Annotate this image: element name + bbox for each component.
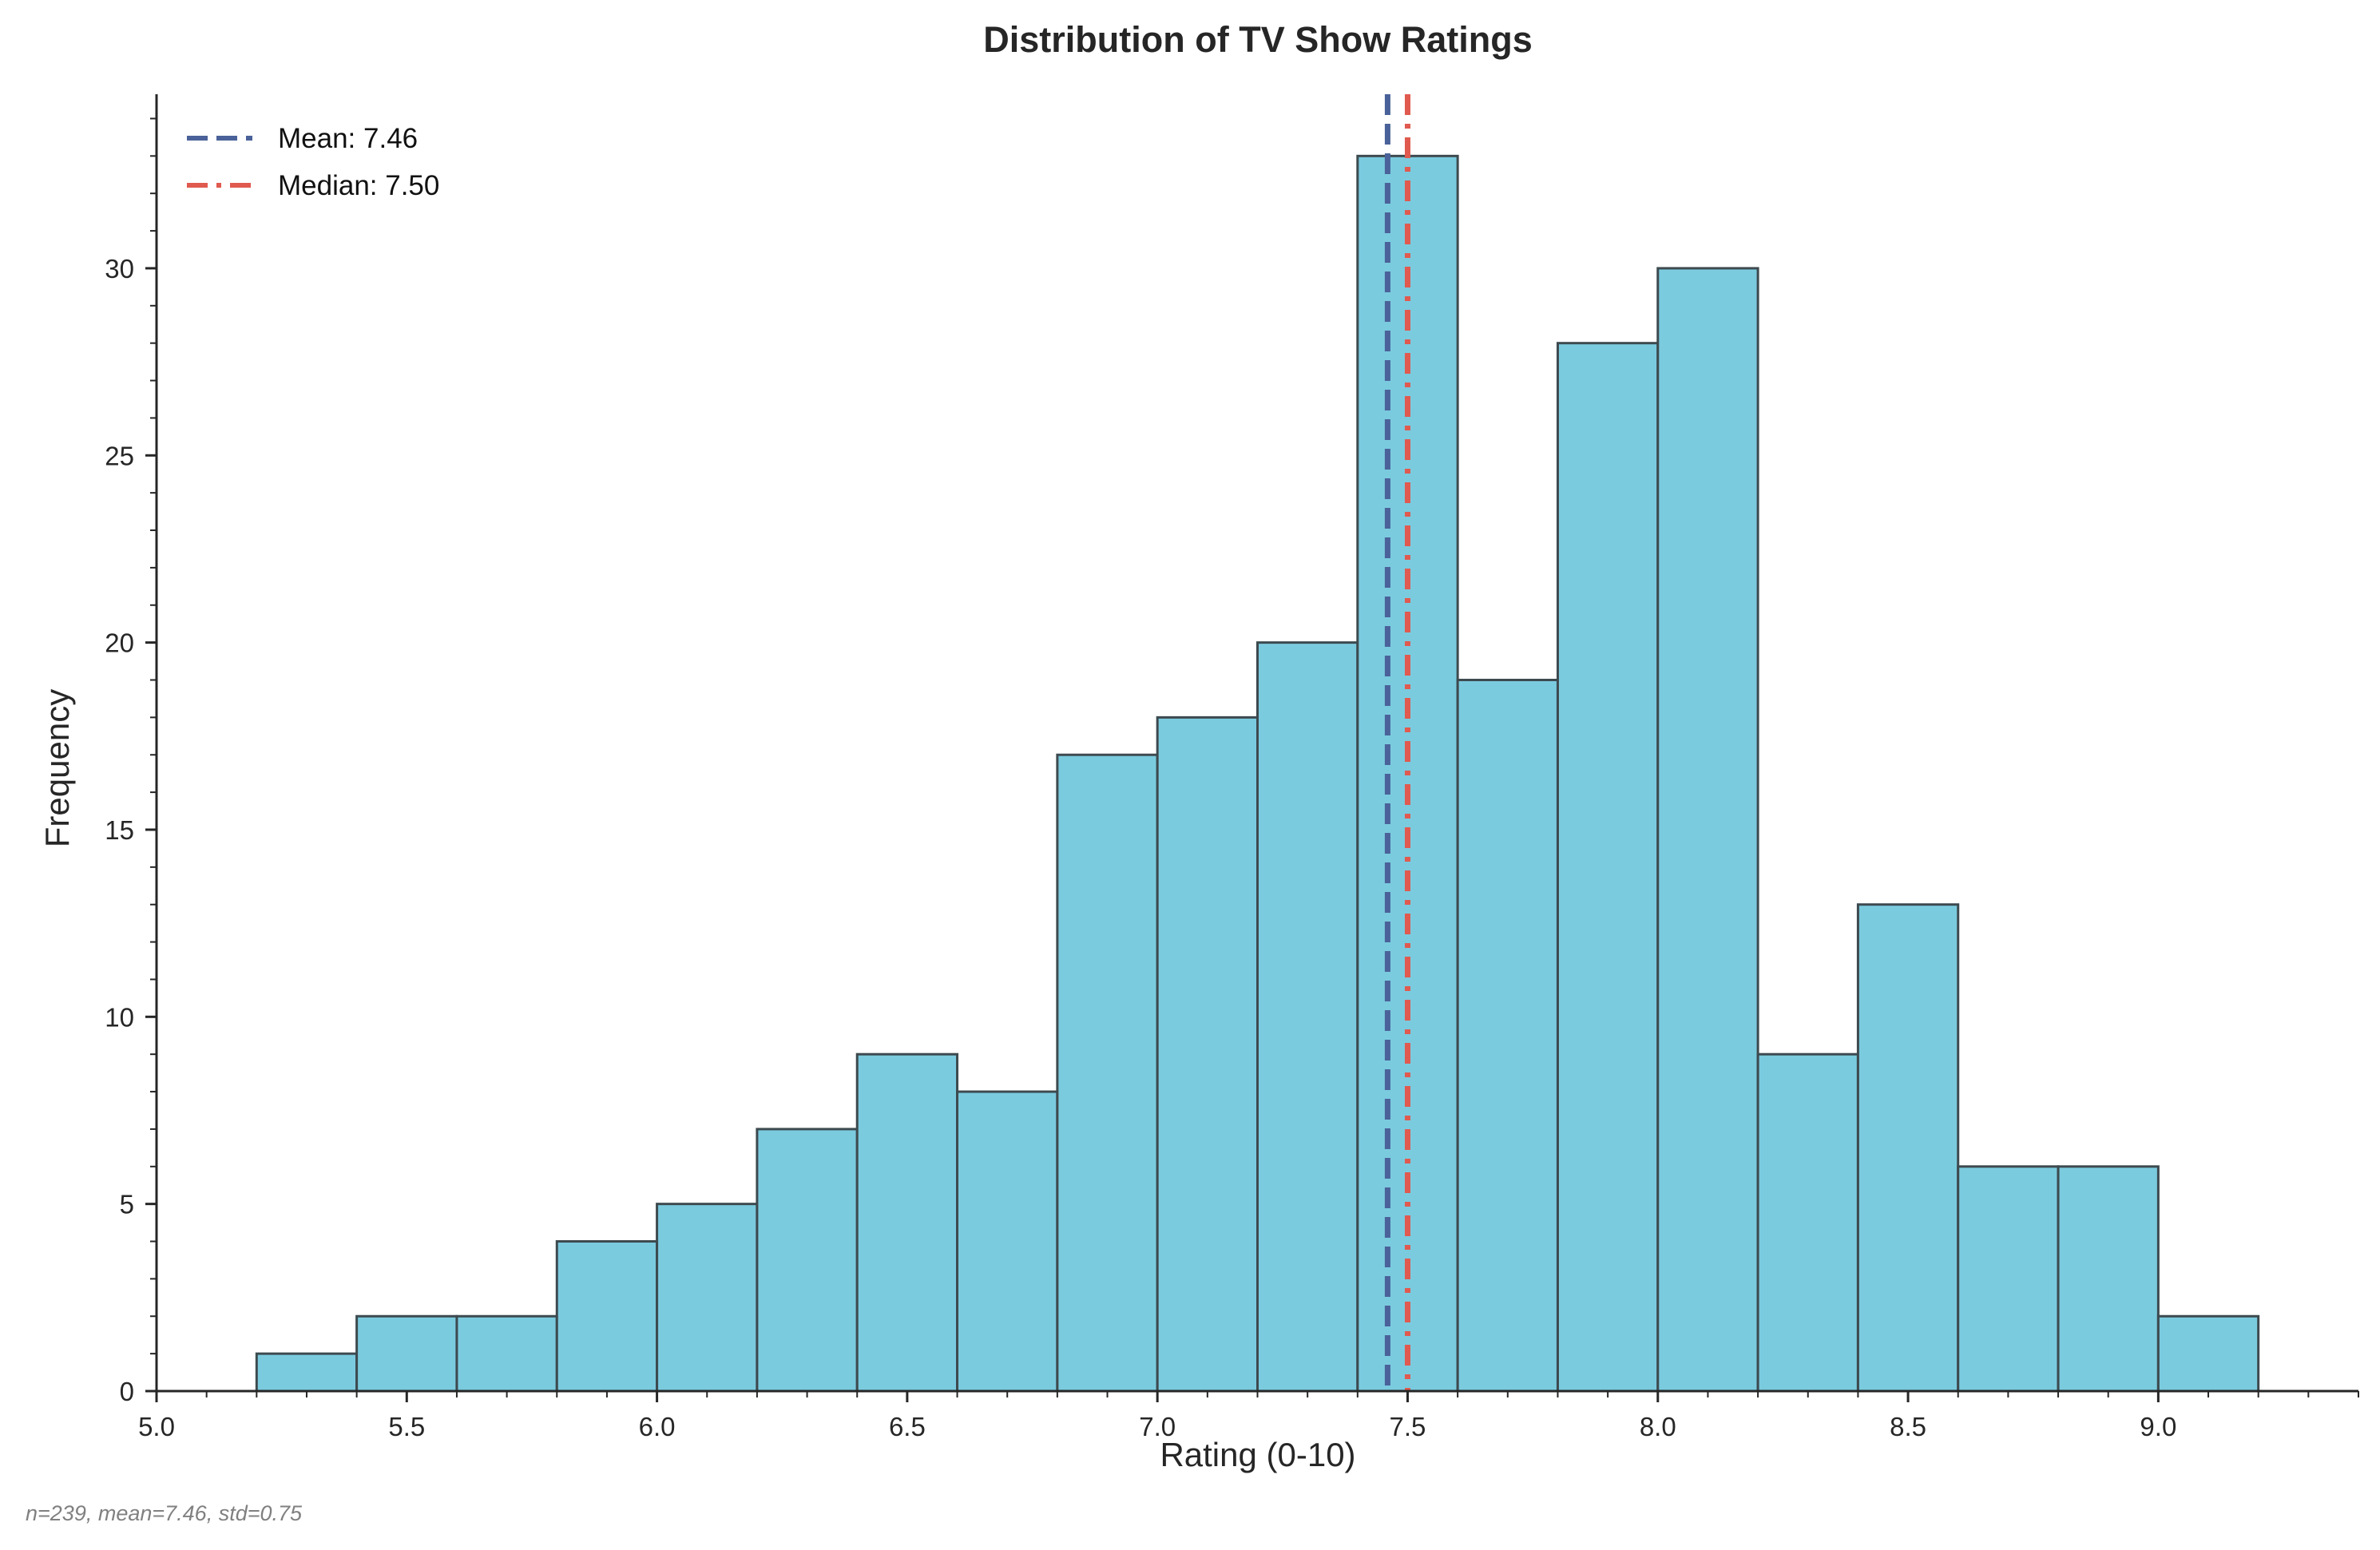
chart-title: Distribution of TV Show Ratings (983, 19, 1532, 60)
legend-label-median: Median: 7.50 (278, 170, 439, 201)
x-tick-label: 7.5 (1390, 1412, 1426, 1441)
x-tick-label: 5.0 (138, 1412, 175, 1441)
histogram-bar (855, 1052, 959, 1393)
bars-group (255, 154, 2260, 1393)
x-tick-label: 8.0 (1640, 1412, 1676, 1441)
histogram-bar (1056, 753, 1159, 1393)
histogram-bar (1957, 1165, 2060, 1393)
histogram-bar (1556, 342, 1660, 1393)
histogram-bar (555, 1240, 659, 1393)
histogram-bar (1456, 678, 1559, 1393)
x-tick-label: 9.0 (2140, 1412, 2176, 1441)
histogram-bar (2057, 1165, 2160, 1393)
x-tick-label: 6.0 (639, 1412, 676, 1441)
y-tick-label: 30 (105, 254, 134, 283)
x-tick-label: 7.0 (1139, 1412, 1176, 1441)
histogram-bar (956, 1090, 1059, 1393)
histogram-bar (255, 1352, 359, 1393)
histogram-bar (1256, 641, 1359, 1393)
y-tick-label: 20 (105, 628, 134, 658)
y-tick-label: 5 (120, 1190, 134, 1219)
histogram-bar (1156, 716, 1259, 1393)
histogram-bar (455, 1314, 558, 1393)
y-tick-label: 0 (120, 1377, 134, 1406)
legend: Mean: 7.46 Median: 7.50 (187, 123, 439, 201)
y-tick-label: 10 (105, 1002, 134, 1032)
y-axis-title: Frequency (38, 689, 76, 847)
reference-lines-group (1384, 94, 1410, 1391)
x-tick-label: 6.5 (889, 1412, 926, 1441)
x-tick-label: 8.5 (1890, 1412, 1926, 1441)
histogram-bar (1756, 1052, 1859, 1393)
y-tick-label: 15 (105, 815, 134, 845)
histogram-bar (756, 1128, 859, 1393)
histogram-bar (1656, 267, 1759, 1393)
histogram-bar (1856, 903, 1960, 1393)
y-axis: 0 5 10 15 20 25 30 (105, 94, 158, 1406)
x-tick-label: 5.5 (388, 1412, 425, 1441)
footnote: n=239, mean=7.46, std=0.75 (26, 1501, 303, 1525)
x-axis-title: Rating (0-10) (1160, 1436, 1355, 1473)
y-tick-label: 25 (105, 441, 134, 470)
histogram-bar (656, 1203, 759, 1393)
x-axis: 5.0 5.5 6.0 6.5 7.0 7.5 8.0 8.5 9.0 (138, 1389, 2359, 1441)
histogram-bar (2156, 1314, 2260, 1393)
legend-label-mean: Mean: 7.46 (278, 123, 418, 154)
histogram-bar (355, 1314, 458, 1393)
